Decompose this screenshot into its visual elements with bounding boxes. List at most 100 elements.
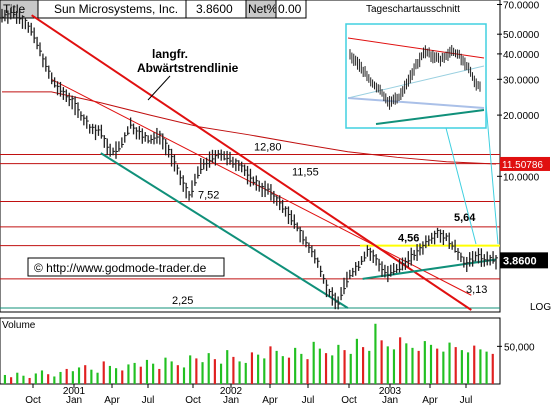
level-label-313: 3,13: [466, 284, 487, 296]
copyright-box: © http://www.godmode-trader.de: [27, 257, 225, 277]
level-label-1155: 11,55: [292, 167, 319, 179]
inner-trend-line: [51, 78, 472, 296]
copyright-text: © http://www.godmode-trader.de: [34, 261, 207, 275]
volume-bar: [77, 367, 81, 384]
x-year-label: 2003: [379, 386, 402, 397]
volume-bar: [195, 358, 198, 384]
volume-bar: [473, 345, 476, 384]
volume-bar: [417, 350, 420, 384]
volume-bar: [238, 361, 241, 384]
volume-bar: [479, 349, 482, 384]
inset-support-line: [347, 65, 485, 99]
right-axis-tick: 50.0000: [503, 30, 540, 41]
volume-bar: [232, 356, 235, 384]
volume-bar: [349, 353, 352, 384]
level-label-456: 4,56: [398, 233, 419, 245]
daily-inset: Tageschartausschnitt: [345, 4, 499, 245]
volume-bar: [176, 365, 179, 384]
volume-bar: [102, 361, 105, 384]
volume-bar: [152, 363, 155, 384]
x-tick-label: Oct: [185, 395, 201, 406]
volume-bar: [65, 368, 68, 384]
volume-bar: [374, 323, 377, 384]
log-label: LOG: [530, 302, 551, 313]
volume-title: Volume: [2, 320, 36, 331]
volume-bar: [386, 346, 389, 384]
x-tick-label: Jul: [142, 395, 155, 406]
annotation-downtrend: Abwärtstrendlinie: [137, 61, 239, 75]
moving-average-line: [2, 91, 497, 165]
x-tick-label: Jan: [223, 395, 239, 406]
volume-bar: [16, 372, 19, 384]
volume-bar: [139, 366, 142, 384]
volume-bar: [10, 377, 13, 384]
net-value: 0.00: [278, 2, 302, 16]
x-tick-label: Jan: [66, 395, 82, 406]
volume-panel: [0, 317, 501, 385]
header-bar: Title Sun Microsystems, Inc. 3.8600 Net%…: [0, 0, 307, 19]
volume-bar: [442, 351, 445, 384]
volume-bar: [269, 346, 272, 384]
volume-bar: [466, 352, 470, 384]
volume-bar: [294, 347, 297, 384]
volume-bar: [121, 370, 124, 384]
net-label: Net%: [248, 2, 278, 16]
volume-bar: [22, 375, 25, 384]
volume-bar: [53, 376, 56, 384]
volume-bar: [491, 353, 494, 384]
annotation-pointer: [147, 75, 171, 101]
x-tick-label: Apr: [104, 395, 120, 406]
volume-bar: [219, 363, 223, 384]
volume-bar: [108, 365, 111, 384]
price-value: 3.8600: [196, 2, 233, 16]
volume-bar: [250, 352, 254, 384]
volume-bar: [312, 341, 315, 384]
volume-bar: [399, 337, 402, 384]
last-price-label: 11.50786: [502, 160, 543, 171]
axis-layer: 70.0000 50.0000 40.0000 30.0000 20.0000 10.00…: [25, 0, 551, 406]
inset-title: Tageschartausschnitt: [366, 4, 460, 15]
volume-bar: [127, 364, 130, 384]
right-axis-tick: 20.0000: [503, 111, 540, 122]
volume-bar: [115, 368, 118, 384]
inset-ma-line: [347, 97, 485, 109]
volume-bar: [331, 355, 334, 384]
level-label-752: 7,52: [198, 189, 219, 201]
volume-bar: [460, 350, 463, 384]
volume-bar: [448, 342, 451, 384]
volume-bar: [133, 362, 136, 384]
volume-bar: [84, 365, 87, 384]
x-tick-label: Apr: [262, 395, 278, 406]
volume-bar: [485, 351, 488, 384]
volume-bar: [28, 377, 31, 384]
current-price-label: 3.8600: [503, 255, 537, 267]
volume-bar: [182, 367, 186, 384]
x-tick-label: Jan: [382, 395, 398, 406]
level-label-225: 2,25: [172, 295, 193, 307]
volume-bar: [411, 347, 414, 384]
inset-connector: [445, 127, 477, 245]
volume-bar: [47, 374, 50, 384]
volume-bar: [170, 361, 173, 384]
volume-bar: [281, 356, 284, 384]
volume-bar: [300, 353, 303, 384]
volume-bar: [392, 349, 396, 384]
x-tick-label: Jul: [460, 395, 473, 406]
volume-bar: [454, 347, 457, 384]
x-tick-label: Oct: [25, 395, 41, 406]
volume-bar: [380, 340, 383, 384]
volume-bar: [263, 358, 266, 384]
volume-bar: [362, 347, 365, 384]
volume-bar: [207, 353, 210, 384]
volume-bar: [324, 353, 328, 384]
level-label-1280: 12,80: [254, 142, 282, 154]
volume-bar: [164, 357, 167, 384]
x-tick-label: Oct: [341, 395, 357, 406]
right-axis-tick: 70.0000: [503, 0, 540, 11]
volume-bar: [306, 359, 309, 384]
title-value: Sun Microsystems, Inc.: [54, 2, 178, 16]
price-layer: langfr.Abwärtstrendlinie 12,80 11,55 7,52 5,…: [0, 7, 500, 311]
volume-bar: [71, 371, 74, 384]
x-tick-label: Jul: [302, 395, 315, 406]
